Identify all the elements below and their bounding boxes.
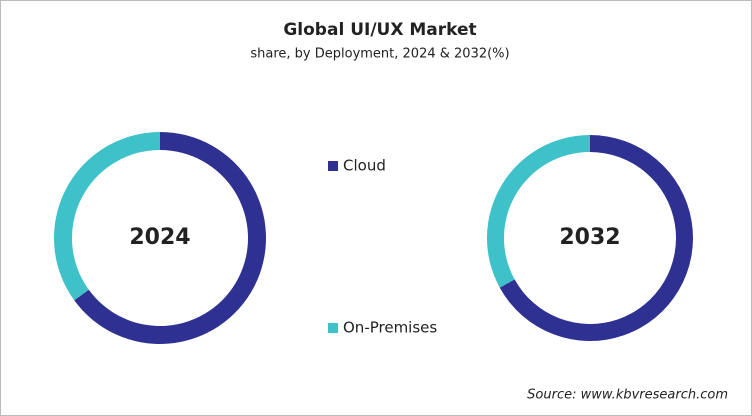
source: Source: www.kbvresearch.com <box>527 388 728 403</box>
donut-slice <box>486 135 590 288</box>
center-label: 2024 <box>129 225 190 250</box>
legend-label: Cloud <box>343 157 386 175</box>
chart-title: Global UI/UX Market <box>283 20 476 40</box>
chart-subtitle: share, by Deployment, 2024 & 2032(%) <box>250 47 509 62</box>
donut-slice <box>54 132 160 301</box>
legend-swatch <box>328 323 338 333</box>
legend-label: On-Premises <box>343 319 437 337</box>
center-label: 2032 <box>559 225 620 250</box>
legend-swatch <box>328 161 338 171</box>
